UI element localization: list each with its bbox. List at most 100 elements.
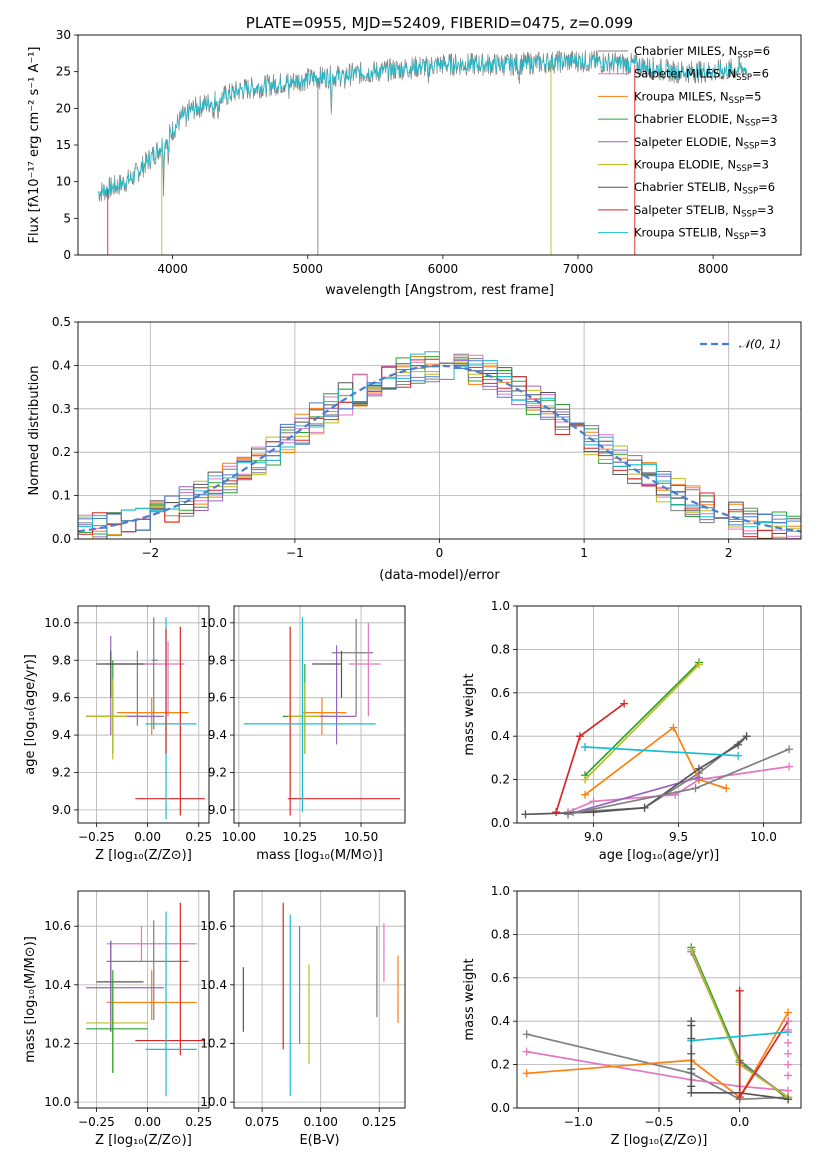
tick-label-x: 0.00	[134, 830, 161, 844]
weight-marker	[687, 1064, 696, 1073]
tick-label-y: 0.4	[491, 1014, 510, 1028]
legend-suffix: =3	[757, 203, 774, 217]
tick-label-x: 10.00	[222, 830, 256, 844]
legend-sub: SSP	[737, 51, 753, 61]
weight-marker	[784, 1038, 793, 1047]
legend-suffix: =6	[758, 180, 775, 194]
weight-marker	[722, 784, 731, 793]
weight-line	[526, 1050, 789, 1092]
tick-label-x: 0	[436, 546, 444, 560]
mass_vs_ebv-frame	[233, 890, 406, 1109]
legend-sub: SSP	[744, 141, 760, 151]
x-axis-label: age [log₁₀(age/yr)]	[599, 848, 720, 863]
mass_vs_ebv-axes: 0.075 0.100 0.125 10.0 10.2 10.4 10.6 E(B-V)	[200, 891, 405, 1148]
weight-line	[584, 664, 700, 781]
legend-label: Chabrier MILES, N	[634, 44, 737, 58]
y-axis-label: Normed distribution	[27, 366, 42, 496]
tick-label-y: 10	[56, 175, 71, 189]
tick-label-y: 20	[56, 101, 71, 115]
weight-marker	[694, 773, 703, 782]
age_vs_mass-frame	[233, 605, 406, 824]
x-axis-label: Z [log₁₀(Z/Z⊙)]	[611, 1133, 708, 1148]
weight-marker	[581, 775, 590, 784]
tick-label-x: −2	[141, 546, 159, 560]
legend-suffix: =3	[761, 112, 778, 126]
weight-marker	[785, 762, 794, 771]
legend-suffix: =6	[752, 67, 769, 81]
tick-label-y: 0.2	[491, 773, 510, 787]
legend-sub: SSP	[734, 232, 750, 242]
age_vs_Z-frame	[77, 605, 210, 824]
weight-marker	[734, 751, 743, 760]
legend-sub: SSP	[745, 119, 761, 129]
weight-marker	[522, 1030, 531, 1039]
residual-plot	[78, 322, 801, 539]
age_vs_Z-points	[86, 617, 205, 820]
y-axis-label: mass weight	[462, 673, 477, 755]
age_vs_mass-axes: 10.00 10.25 10.50 9.0 9.2 9.4 9.6 9.8 10.0 mass […	[200, 606, 405, 863]
weight-line	[526, 1033, 789, 1101]
weight-marker	[735, 1093, 744, 1102]
legend-label: Chabrier ELODIE, N	[634, 112, 745, 126]
weight-marker	[687, 1021, 696, 1030]
y-axis-label: age [log₁₀(age/yr)]	[23, 654, 38, 775]
tick-label-y: 0.6	[491, 686, 510, 700]
weight_vs_Z-frame	[516, 890, 802, 1109]
legend-entry: Chabrier MILES, NSSP=6	[634, 44, 770, 61]
tick-label-y: 10.0	[44, 616, 71, 630]
tick-label-y: 0.0	[491, 816, 510, 830]
tick-label-y: 9.6	[208, 691, 227, 705]
tick-label-x: 0.25	[185, 830, 212, 844]
tick-label-y: 10.2	[200, 1036, 227, 1050]
tick-label-y: 10.0	[200, 1095, 227, 1109]
weight-marker	[784, 1049, 793, 1058]
weight-marker	[687, 1034, 696, 1043]
weight-marker	[742, 732, 751, 741]
tick-label-y: 9.8	[208, 653, 227, 667]
tick-label-x: 10.50	[344, 830, 378, 844]
tick-label-y: 1.0	[491, 599, 510, 613]
y-axis-label: mass weight	[462, 958, 477, 1040]
tick-label-y: 15	[56, 138, 71, 152]
chart-title: PLATE=0955, MJD=52409, FIBERID=0475, z=0…	[246, 14, 633, 32]
weight-marker	[564, 810, 573, 819]
legend-label: Kroupa STELIB, N	[634, 226, 734, 240]
tick-label-x: −1.0	[564, 1115, 593, 1129]
histogram-series	[78, 360, 801, 539]
x-axis-label: Z [log₁₀(Z/Z⊙)]	[95, 1133, 192, 1148]
weight_vs_age-frame	[516, 605, 802, 824]
weight-marker	[784, 1071, 793, 1080]
tick-label-y: 30	[56, 28, 71, 42]
age_vs_Z-axes: −0.25 0.00 0.25 9.0 9.2 9.4 9.6 9.8 10.0 Z [log₁₀…	[23, 606, 212, 863]
legend-label: Kroupa MILES, N	[634, 89, 729, 103]
weight-line	[555, 702, 625, 813]
weight-marker	[735, 986, 744, 995]
weight_vs_Z-series	[522, 943, 793, 1104]
tick-label-y: 9.6	[52, 691, 71, 705]
weight-marker	[687, 1049, 696, 1058]
weight_vs_age-series	[521, 658, 794, 819]
tick-label-x: 5000	[292, 262, 323, 276]
spectrum-model	[97, 54, 748, 198]
legend-label: Chabrier STELIB, N	[634, 180, 742, 194]
legend-entry: Salpeter STELIB, NSSP=3	[634, 203, 774, 220]
tick-label-y: 25	[56, 65, 71, 79]
tick-label-x: 8000	[698, 262, 729, 276]
weight-marker	[687, 945, 696, 954]
weight-line	[584, 661, 700, 776]
tick-label-y: 5	[63, 211, 71, 225]
legend-entry: 𝒩(0, 1)	[739, 337, 781, 351]
legend-entry: Kroupa MILES, NSSP=5	[634, 89, 761, 106]
weight-marker	[691, 784, 700, 793]
weight-marker	[784, 1060, 793, 1069]
tick-label-y: 0.2	[52, 445, 71, 459]
tick-label-y: 0.0	[491, 1101, 510, 1115]
legend-suffix: =3	[749, 226, 766, 240]
weight-line	[691, 1031, 789, 1042]
tick-label-y: 9.8	[52, 653, 71, 667]
tick-label-x: 4000	[157, 262, 188, 276]
weight-marker	[620, 699, 629, 708]
x-axis-label: E(B-V)	[299, 1133, 339, 1148]
tick-label-y: 0.4	[491, 729, 510, 743]
